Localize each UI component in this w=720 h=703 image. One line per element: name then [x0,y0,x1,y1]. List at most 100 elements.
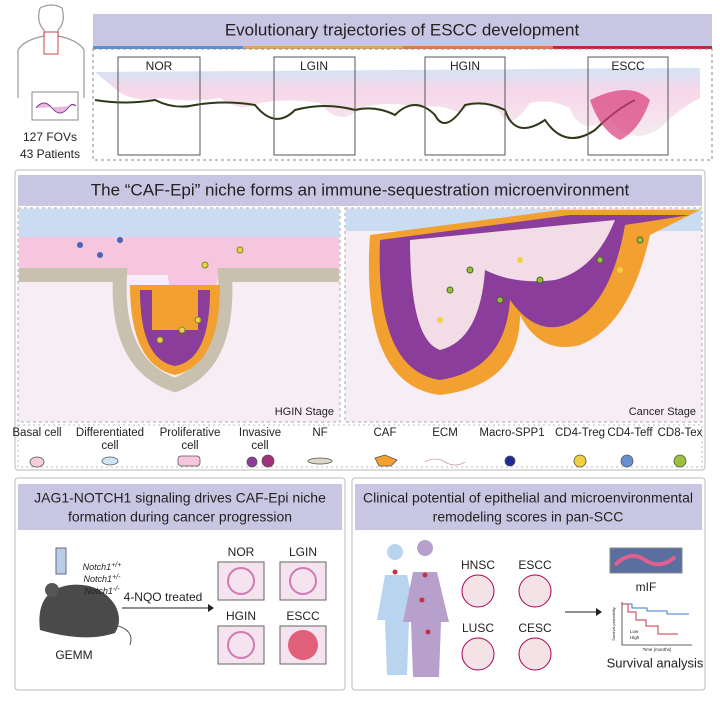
treatment-label: 4-NQO treated [124,590,203,604]
legend-label: NF [312,427,328,439]
panel-title: Clinical potential of epithelial and mic… [363,490,693,506]
notch-panel-shape [18,484,342,530]
niche-panel-shape-shape [437,317,443,323]
legend-label: ECM [432,427,458,439]
niche-panel-shape-shape [636,236,644,244]
notch-panel-shape [55,547,67,575]
notch-panel-shape [227,567,317,659]
stage-label: ESCC [286,609,320,623]
notch-panel-shape-shape [227,567,255,595]
overview-panel-shape-shape [273,56,356,156]
legend-label: Basal cell [12,427,62,439]
notch-panel-shape [288,630,318,660]
notch-panel-shape [39,584,119,638]
clinical-panel-shape [622,603,678,635]
clinical-panel-shape-shape [461,574,495,608]
genotype: Notch1-/- [84,586,120,597]
clinical-panel-shape [403,540,449,677]
notch-panel-shape [45,583,59,597]
stage-caption: HGIN Stage [275,406,334,418]
niche-panel-shape-shape [117,237,123,243]
legend-label: CD4-Teff [607,427,653,439]
survival-label: Survival analysis [607,655,704,670]
clinical-panel-shape [621,602,692,646]
niche-panel-shape-shape [77,242,83,248]
clinical-panel-shape [596,608,602,616]
mif-label: mIF [636,580,657,594]
stage-label: LGIN [300,59,328,73]
panel-title: formation during cancer progression [68,509,292,525]
niche-panel-shape-shape [156,336,164,344]
niche-panel-shape-shape [573,454,587,468]
clinical-panel-shape-shape [419,597,425,603]
genotype: Notch1+/- [84,574,122,585]
legend-label: Invasive cell [238,427,282,452]
niche-panel-shape-shape [201,261,209,269]
stage-caption: Cancer Stage [629,406,696,418]
legend-label: Differentiated cell [75,427,145,452]
niche-panel-shape [437,257,623,323]
overview-panel-shape [117,56,669,156]
clinical-panel-shape [377,544,417,675]
patient-count: 43 Patients [20,147,80,161]
genotype-shape: Notch1 [83,562,112,572]
clinical-panel-shape [392,569,431,635]
clinical-panel-shape [613,554,677,567]
niche-panel-shape-shape [536,276,544,284]
clinical-panel: Clinical potential of epithelial and mic… [351,477,706,691]
niche-panel-shape-shape [424,458,466,466]
notch-panel-shape-shape [227,631,255,659]
overview-panel-shape-shape [117,56,201,156]
legend-label: CAF [373,427,397,439]
notch-panel-shape [208,604,214,612]
niche-panel-shape-shape [97,252,103,258]
niche-panel-shape [446,236,644,304]
niche-panel-shape-shape [517,257,523,263]
niche-panel-shape [19,209,339,237]
legend-label: Proliferative cell [159,427,221,452]
genotype-shape: +/- [112,574,121,581]
niche-panel-shape-shape [496,296,504,304]
niche-panel-shape [77,237,123,258]
genotype-shape: -/- [113,586,120,593]
stage-label: HGIN [226,609,256,623]
niche-panel-shape-shape [374,454,398,467]
clinical-panel-shape [461,574,552,671]
clinical-panel-shape-shape [425,629,431,635]
km-legend: Low [630,629,639,634]
genotype: Notch1+/+ [83,562,122,573]
overview-panel-shape [95,68,700,136]
niche-panel-shape [19,268,339,393]
niche-panel-shape-shape [596,256,604,264]
overview-panel-shape [94,98,636,139]
genotype-shape: Notch1 [84,586,113,596]
overview-panel-shape [43,31,59,55]
stage-label: NOR [228,545,255,559]
niche-panel-shape [19,237,339,295]
niche-panel-shape-shape [673,454,687,468]
niche-panel-shape-shape [466,266,474,274]
km-x-label: Time (months) [643,647,672,652]
clinical-panel-shape-shape [518,574,552,608]
niche-panel-shape-shape [178,326,186,334]
clinical-panel-shape [355,484,702,530]
niche-panel-shape [156,246,244,344]
cancer-label: LUSC [462,621,494,635]
niche-panel-shape-shape [446,286,454,294]
cancer-label: CESC [518,621,552,635]
panel-title: Evolutionary trajectories of ESCC develo… [225,20,580,39]
stage-label: HGIN [450,59,480,73]
overview-panel-shape [403,46,553,49]
legend-label: CD8-Tex [657,427,703,439]
clinical-panel-shape-shape [461,637,495,671]
legend-label: Macro-SPP1 [479,427,545,439]
cancer-label: HNSC [461,558,495,572]
stage-label: ESCC [611,59,645,73]
niche-panel-shape-shape [236,246,244,254]
clinical-panel-shape-shape [422,572,428,578]
overview-panel: 127 FOVs 43 Patients Evolutionary trajec… [17,4,713,161]
stage-label: LGIN [289,545,317,559]
overview-panel-shape [35,102,77,114]
panel-title: JAG1-NOTCH1 signaling drives CAF-Epi nic… [34,490,326,506]
